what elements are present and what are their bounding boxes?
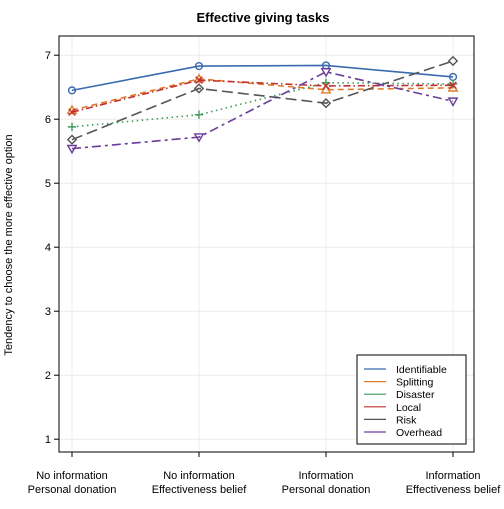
legend-label: Disaster bbox=[396, 389, 435, 401]
series-line-disaster bbox=[71, 81, 454, 128]
series-line-overhead bbox=[71, 70, 454, 150]
data-point-local bbox=[195, 76, 203, 85]
data-point-local bbox=[449, 81, 457, 90]
axes-layer: 1 2 3 4 5 6 7 No information Personal donation No… bbox=[28, 50, 502, 496]
data-point-local bbox=[322, 82, 330, 90]
y-tick-label: 5 bbox=[45, 178, 51, 190]
y-tick-label: 2 bbox=[45, 370, 51, 382]
data-point-local bbox=[68, 108, 76, 117]
series-line-splitting bbox=[71, 78, 454, 112]
legend-item-splitting: Splitting bbox=[364, 377, 434, 389]
y-tick-label: 1 bbox=[45, 434, 51, 446]
legend-label: Identifiable bbox=[396, 364, 447, 376]
y-tick-label: 6 bbox=[45, 114, 51, 126]
x-tick-label: Information Effectiveness belief bbox=[406, 470, 502, 496]
x-tick-label: Information Personal donation bbox=[282, 470, 371, 496]
data-point-risk bbox=[447, 55, 459, 67]
y-tick-label: 3 bbox=[45, 306, 51, 318]
data-point-identifiable bbox=[194, 61, 204, 71]
legend-label: Overhead bbox=[396, 427, 442, 439]
series-risk bbox=[66, 55, 459, 145]
legend-label: Local bbox=[396, 402, 421, 414]
x-tick-label: No information Personal donation bbox=[28, 470, 117, 496]
legend-item-risk: Risk bbox=[364, 414, 417, 426]
legend-item-overhead: Overhead bbox=[364, 427, 442, 439]
plot-frame bbox=[58, 35, 475, 453]
data-point-overhead bbox=[320, 67, 332, 78]
data-point-disaster bbox=[194, 110, 204, 119]
chart-title: Effective giving tasks bbox=[197, 10, 330, 25]
legend-box bbox=[356, 354, 467, 445]
legend-label: Splitting bbox=[396, 377, 434, 389]
y-axis-label: Tendency to choose the more effective op… bbox=[3, 134, 15, 355]
data-point-risk bbox=[66, 134, 78, 145]
series-line-local bbox=[71, 79, 454, 113]
legend: IdentifiableSplittingDisasterLocalRiskOv… bbox=[356, 354, 467, 445]
y-tick-label: 4 bbox=[45, 242, 51, 254]
y-tick-label: 7 bbox=[45, 50, 51, 62]
data-point-overhead bbox=[193, 133, 205, 143]
series-line-risk bbox=[71, 60, 454, 141]
legend-items: IdentifiableSplittingDisasterLocalRiskOv… bbox=[364, 364, 447, 439]
data-point-risk bbox=[193, 83, 205, 94]
series-line-identifiable bbox=[71, 64, 454, 92]
data-point-overhead bbox=[66, 144, 78, 155]
series-local bbox=[68, 76, 457, 117]
data-point-risk bbox=[320, 98, 332, 109]
series-overhead bbox=[66, 67, 459, 155]
legend-item-disaster: Disaster bbox=[364, 389, 435, 401]
series-disaster bbox=[67, 78, 458, 132]
legend-item-local: Local bbox=[364, 402, 421, 414]
series-layer bbox=[66, 55, 459, 155]
data-point-overhead bbox=[447, 97, 459, 107]
data-point-disaster bbox=[67, 122, 77, 132]
legend-item-identifiable: Identifiable bbox=[364, 364, 447, 376]
legend-label: Risk bbox=[396, 414, 417, 426]
x-tick-label: No information Effectiveness belief bbox=[152, 470, 248, 496]
data-point-splitting bbox=[320, 84, 332, 94]
data-point-disaster bbox=[448, 79, 458, 89]
data-point-identifiable bbox=[67, 86, 77, 95]
